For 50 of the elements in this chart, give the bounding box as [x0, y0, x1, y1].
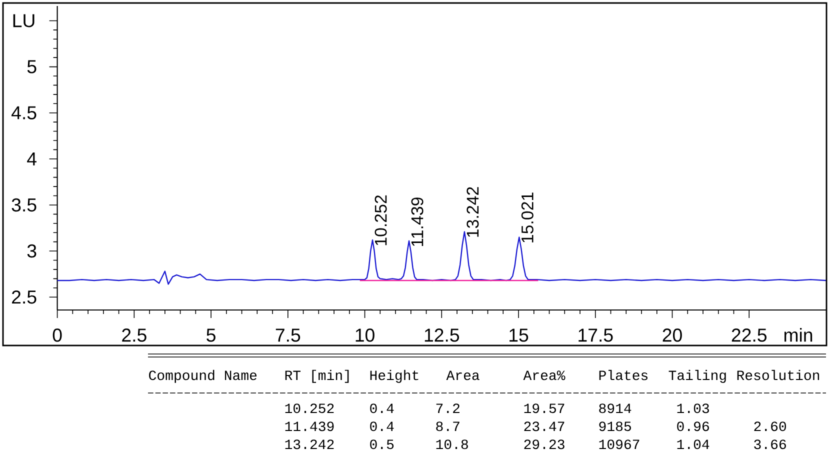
x-tick-label: 2.5	[122, 328, 146, 342]
text: 1.04	[677, 440, 710, 450]
text: Height	[370, 370, 418, 383]
y-tick-label: 4	[27, 152, 36, 166]
text: 0.5	[370, 440, 394, 450]
text: Plates	[599, 370, 648, 380]
y-axis-title: LU	[13, 14, 34, 28]
x-tick-label: 5	[206, 328, 216, 342]
text: 23.47	[524, 422, 564, 432]
annotation: 13.242	[466, 187, 479, 237]
text: 8914	[599, 404, 632, 414]
y-tick-label: 2.5	[12, 290, 36, 304]
text: RT [min]	[285, 370, 349, 383]
x-tick-label: 7.5	[276, 328, 300, 342]
text: 10.8	[436, 440, 468, 450]
text: 7.2	[436, 404, 460, 413]
y-tick-label: 3.5	[12, 198, 36, 212]
x-tick-label: 0	[52, 328, 62, 342]
text: 8.7	[436, 422, 460, 432]
text: 0.96	[677, 422, 709, 432]
text: Compound Name	[149, 370, 257, 383]
text: Resolution	[737, 370, 820, 380]
text: Area	[446, 370, 480, 380]
annotation: 11.439	[411, 198, 424, 246]
text: 29.23	[524, 440, 564, 450]
x-tick-label: 15	[510, 328, 528, 342]
text: 19.57	[524, 404, 564, 414]
x-tick-label: 10	[356, 328, 374, 342]
text: 1.03	[677, 404, 709, 414]
text: 10.252	[285, 404, 334, 414]
text: 11.439	[285, 422, 334, 432]
text: 10967	[599, 440, 640, 450]
x-tick-label: 12.5	[424, 328, 460, 342]
y-tick-label: 3	[27, 244, 36, 258]
text: 3.66	[754, 440, 786, 450]
annotation: 10.252	[374, 195, 387, 246]
y-tick-label: 4.5	[12, 106, 36, 120]
x-axis-title: min	[784, 328, 812, 342]
text: Tailing	[668, 370, 726, 383]
y-tick-label: 5	[27, 60, 36, 74]
text: 0.4	[370, 422, 394, 432]
text: 2.60	[754, 422, 786, 432]
x-tick-label: 22.5	[732, 328, 767, 342]
text: 0.4	[370, 404, 394, 414]
annotation: 15.021	[521, 192, 534, 242]
text: Area%	[523, 370, 566, 380]
text: 9185	[599, 422, 631, 432]
text: 13.242	[285, 440, 334, 450]
x-tick-label: 17.5	[578, 328, 613, 342]
x-tick-label: 20	[662, 328, 682, 342]
